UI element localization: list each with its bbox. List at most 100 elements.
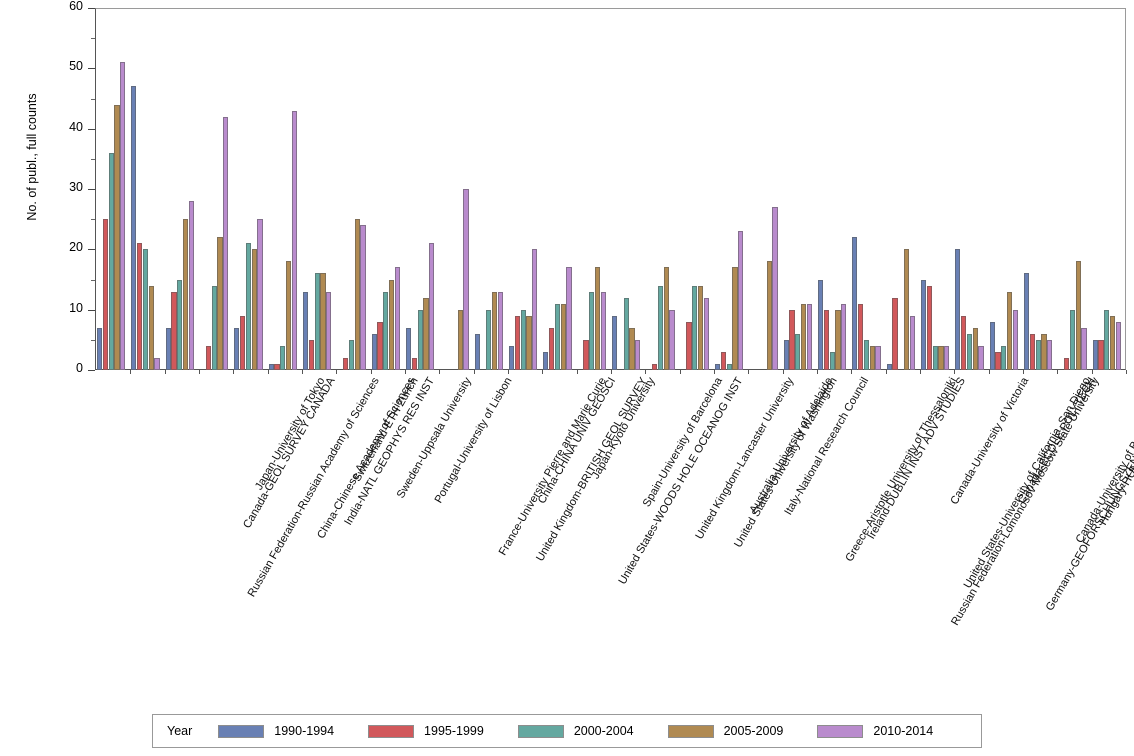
bar[interactable]: [652, 363, 658, 370]
bar[interactable]: [286, 261, 292, 370]
bar[interactable]: [148, 285, 154, 370]
bar[interactable]: [1064, 357, 1070, 370]
bar[interactable]: [108, 152, 114, 370]
bar[interactable]: [823, 309, 829, 370]
bar[interactable]: [217, 237, 223, 370]
bar[interactable]: [245, 243, 252, 370]
bar[interactable]: [583, 339, 589, 370]
bar[interactable]: [611, 315, 618, 370]
bar[interactable]: [692, 285, 698, 370]
bar[interactable]: [657, 285, 664, 370]
bar[interactable]: [343, 357, 349, 370]
bar[interactable]: [863, 339, 870, 370]
bar[interactable]: [165, 327, 171, 370]
legend-item[interactable]: 1995-1999: [368, 724, 484, 738]
bar[interactable]: [223, 116, 229, 370]
legend-item[interactable]: 2005-2009: [667, 724, 783, 738]
bar[interactable]: [302, 291, 309, 370]
bar[interactable]: [600, 291, 606, 370]
legend-item[interactable]: 1990-1994: [218, 724, 334, 738]
bar[interactable]: [514, 315, 520, 370]
bar[interactable]: [938, 345, 944, 370]
bar[interactable]: [326, 291, 332, 370]
bar[interactable]: [497, 291, 503, 370]
bar[interactable]: [474, 333, 480, 370]
bar[interactable]: [1092, 339, 1098, 370]
bar[interactable]: [183, 219, 189, 370]
bar[interactable]: [926, 285, 932, 370]
bar[interactable]: [972, 327, 978, 370]
bar[interactable]: [177, 279, 183, 370]
bar[interactable]: [1081, 327, 1087, 370]
bar[interactable]: [405, 327, 412, 370]
bar[interactable]: [698, 285, 704, 370]
bar[interactable]: [205, 345, 211, 370]
bar[interactable]: [629, 327, 635, 370]
bar[interactable]: [154, 357, 160, 370]
bar[interactable]: [920, 279, 927, 370]
bar[interactable]: [806, 303, 812, 370]
bar[interactable]: [869, 345, 875, 370]
bar[interactable]: [291, 110, 297, 370]
bar[interactable]: [841, 303, 847, 370]
bar[interactable]: [978, 345, 984, 370]
bar[interactable]: [852, 237, 858, 370]
bar[interactable]: [492, 291, 498, 370]
bar[interactable]: [549, 327, 555, 370]
bar[interactable]: [589, 291, 595, 370]
bar[interactable]: [795, 333, 801, 370]
bar[interactable]: [142, 249, 149, 370]
bar[interactable]: [909, 315, 915, 370]
bar[interactable]: [348, 339, 355, 370]
bar[interactable]: [486, 309, 492, 370]
bar[interactable]: [411, 357, 417, 370]
bar[interactable]: [131, 86, 137, 370]
bar[interactable]: [268, 363, 274, 370]
bar[interactable]: [789, 309, 795, 370]
bar[interactable]: [274, 363, 280, 370]
bar[interactable]: [114, 104, 120, 370]
bar[interactable]: [932, 345, 938, 370]
bar[interactable]: [423, 297, 429, 370]
bar[interactable]: [257, 219, 263, 370]
bar[interactable]: [875, 345, 881, 370]
bar[interactable]: [532, 249, 538, 370]
bar[interactable]: [663, 267, 669, 370]
bar[interactable]: [801, 303, 807, 370]
bar[interactable]: [1001, 345, 1007, 370]
bar[interactable]: [320, 273, 326, 370]
bar[interactable]: [720, 351, 726, 370]
bar[interactable]: [463, 189, 469, 370]
bar[interactable]: [554, 303, 561, 370]
bar[interactable]: [1007, 291, 1013, 370]
bar[interactable]: [308, 339, 314, 370]
bar[interactable]: [904, 249, 910, 370]
bar[interactable]: [1023, 273, 1030, 370]
bar[interactable]: [96, 327, 103, 370]
bar[interactable]: [1110, 315, 1116, 370]
bar[interactable]: [280, 345, 286, 370]
legend-item[interactable]: 2010-2014: [817, 724, 933, 738]
bar[interactable]: [314, 273, 320, 370]
bar[interactable]: [1069, 309, 1076, 370]
bar[interactable]: [1104, 309, 1110, 370]
bar[interactable]: [817, 279, 824, 370]
bar[interactable]: [417, 309, 423, 370]
bar[interactable]: [543, 351, 549, 370]
bar[interactable]: [829, 351, 835, 370]
bar[interactable]: [120, 62, 126, 370]
bar[interactable]: [508, 345, 515, 370]
bar[interactable]: [560, 303, 566, 370]
bar[interactable]: [835, 309, 841, 370]
bar[interactable]: [354, 219, 360, 370]
bar[interactable]: [429, 243, 435, 370]
bar[interactable]: [566, 267, 572, 370]
bar[interactable]: [251, 249, 257, 370]
bar[interactable]: [457, 309, 463, 370]
bar[interactable]: [234, 327, 240, 370]
bar[interactable]: [394, 267, 400, 370]
bar[interactable]: [595, 267, 601, 370]
bar[interactable]: [1035, 339, 1041, 370]
bar[interactable]: [783, 339, 789, 370]
bar[interactable]: [240, 315, 246, 370]
